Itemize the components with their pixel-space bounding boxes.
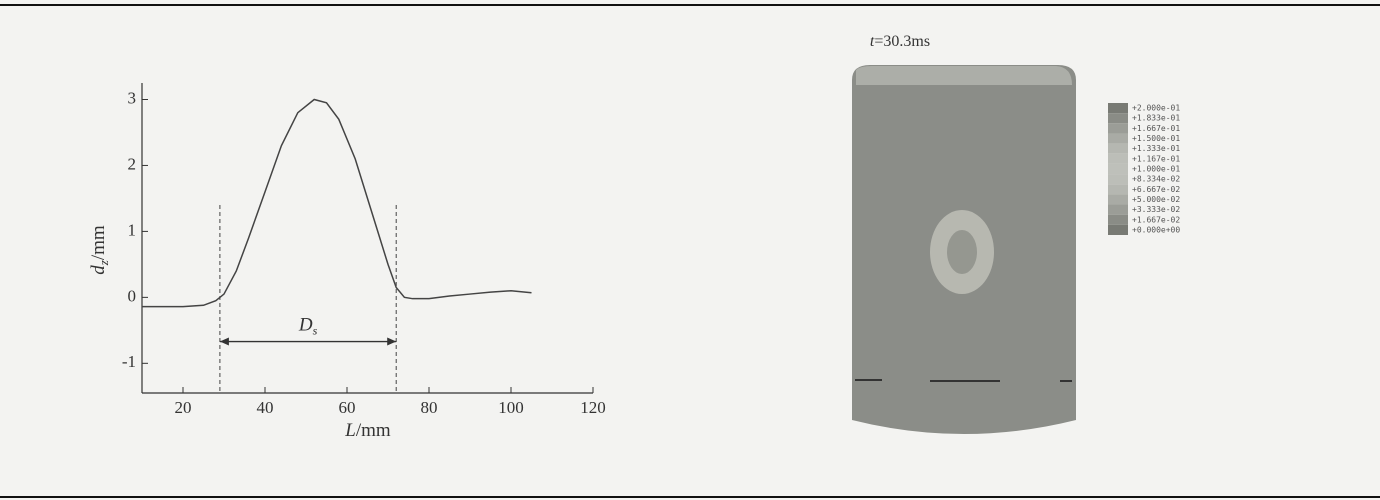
- legend-swatch: [1108, 123, 1128, 133]
- x-tick-label: 40: [257, 398, 274, 417]
- y-tick-label: 3: [128, 88, 137, 107]
- legend-label: +1.500e-01: [1132, 134, 1180, 143]
- legend-swatch: [1108, 225, 1128, 235]
- x-tick-label: 80: [421, 398, 438, 417]
- y-tick-label: -1: [122, 352, 136, 371]
- legend-swatch: [1108, 103, 1128, 113]
- legend-swatch: [1108, 194, 1128, 204]
- x-axis-label: L/mm: [344, 420, 391, 441]
- y-label-main: d: [88, 265, 109, 275]
- span-label: Ds: [298, 315, 318, 337]
- legend-label: +6.667e-02: [1132, 185, 1180, 194]
- x-tick-label: 120: [580, 398, 606, 417]
- legend-swatch: [1108, 154, 1128, 164]
- legend-label: +8.334e-02: [1132, 175, 1180, 184]
- line: [142, 99, 532, 306]
- x-tick-label: 20: [175, 398, 192, 417]
- legend-label: +3.333e-02: [1132, 205, 1180, 214]
- y-tick-label: 2: [128, 154, 137, 173]
- x-tick-label: 100: [498, 398, 524, 417]
- contour-legend: +2.000e-01+1.833e-01+1.667e-01+1.500e-01…: [1108, 103, 1180, 235]
- legend-swatch: [1108, 133, 1128, 143]
- sim-title-rest: =30.3ms: [874, 33, 930, 50]
- legend-label: +1.667e-01: [1132, 124, 1180, 133]
- legend-swatch: [1108, 184, 1128, 194]
- legend-label: +2.000e-01: [1132, 104, 1180, 113]
- sim-title: t=30.3ms: [870, 33, 930, 50]
- legend-label: +1.333e-01: [1132, 144, 1180, 153]
- legend-label: +0.000e+00: [1132, 225, 1180, 234]
- legend-label: +1.667e-02: [1132, 215, 1180, 224]
- legend-swatch: [1108, 164, 1128, 174]
- legend-swatch: [1108, 144, 1128, 154]
- x-label-unit: /mm: [356, 420, 391, 441]
- y-label-unit: /mm: [88, 225, 109, 260]
- legend-label: +1.833e-01: [1132, 114, 1180, 123]
- legend-label: +5.000e-02: [1132, 195, 1180, 204]
- y-axis-label: dz/mm: [88, 225, 111, 275]
- legend-swatch: [1108, 215, 1128, 225]
- legend-swatch: [1108, 205, 1128, 215]
- top-band: [856, 66, 1072, 85]
- figure: L/mm dz/mm t=30.3ms +2.000e-01+1.833e-01…: [0, 0, 1380, 500]
- legend-label: +1.167e-01: [1132, 154, 1180, 163]
- legend-swatch: [1108, 174, 1128, 184]
- legend-swatch: [1108, 113, 1128, 123]
- x-tick-label: 60: [339, 398, 356, 417]
- x-label-main: L: [344, 420, 356, 441]
- y-tick-label: 0: [128, 286, 137, 305]
- legend-label: +1.000e-01: [1132, 165, 1180, 174]
- y-tick-label: 1: [128, 220, 137, 239]
- span-label-sub: s: [313, 323, 318, 337]
- span-label-main: D: [298, 315, 313, 336]
- deformation-core: [947, 230, 977, 274]
